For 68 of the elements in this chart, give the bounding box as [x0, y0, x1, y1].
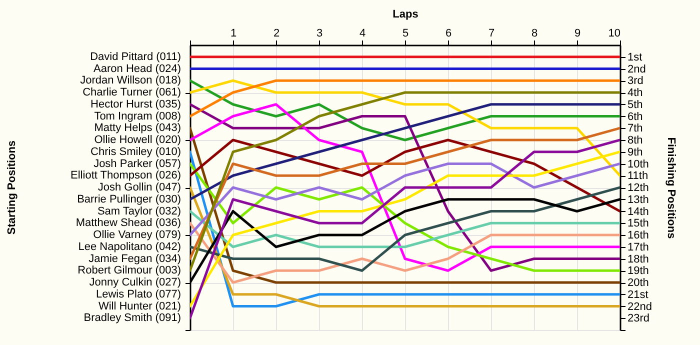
text: Lee Napolitano (042): [78, 240, 181, 253]
line-series: [190, 186, 620, 272]
text: Will Hunter (021): [98, 300, 181, 312]
y2-tick-label: 9th: [628, 146, 643, 158]
text: Jordan Willson (018): [80, 74, 181, 87]
text: Ollie Howell (020): [94, 134, 181, 146]
x-tick-label: 2: [273, 28, 280, 40]
y2-tick-label: 16th: [628, 230, 649, 242]
line-series: [190, 210, 620, 248]
y2-tick-label: 14th: [628, 206, 649, 218]
text: Jonny Culkin (027): [89, 276, 181, 288]
y2-tick-label: 4th: [628, 87, 643, 99]
y2-tick-label: 6th: [628, 110, 643, 123]
x-tick-label: 8: [531, 28, 538, 40]
text: Robert Gilmour (003): [78, 264, 181, 277]
y2-tick-label: 13th: [628, 194, 649, 206]
text: Josh Gollin (047): [98, 182, 181, 194]
x-tick-label: 5: [402, 28, 409, 40]
text: Josh Parker (057): [94, 158, 181, 170]
line-series: [190, 79, 620, 142]
y2-tick-label: 5th: [628, 98, 643, 111]
y2-axis-title: Finishing Positions: [664, 137, 677, 239]
y2-tick-label: 11th: [628, 170, 648, 182]
y2-tick-label: 19th: [628, 265, 649, 278]
text: Charlie Turner (061): [82, 86, 181, 98]
y2-tick-label: 22nd: [628, 300, 652, 313]
y2-tick-label: 10th: [628, 158, 649, 170]
y2-tick-label: 23rd: [628, 312, 650, 325]
x-tick-label: 9: [574, 28, 581, 40]
text: Barrie Pullinger (030): [77, 193, 181, 206]
line-series: [190, 138, 620, 212]
y2-tick-label: 7th: [628, 122, 643, 135]
x-tick-label: 4: [359, 28, 366, 40]
x-axis-title: Laps: [392, 8, 418, 20]
text: Ollie Varney (079): [93, 229, 181, 241]
text: Hector Hurst (035): [90, 98, 181, 110]
x-tick-label: 10: [608, 28, 620, 40]
text: Sam Taylor (032): [97, 205, 181, 218]
y2-tick-label: 2nd: [628, 63, 646, 76]
y2-tick-label: 17th: [628, 241, 649, 254]
text: Lewis Plato (077): [96, 288, 181, 300]
line-series: [190, 79, 620, 177]
y2-tick-label: 8th: [628, 134, 643, 146]
text: Chris Smiley (010): [90, 146, 181, 158]
y2-tick-label: 3rd: [628, 75, 644, 88]
text: Starting Positions: [6, 140, 18, 235]
line-series: [190, 103, 620, 201]
text: Matthew Shead (036): [76, 217, 181, 230]
y2-tick-label: 18th: [628, 253, 649, 266]
line-series: [190, 126, 620, 260]
x-tick-label: 1: [230, 28, 237, 40]
text: Jamie Fegan (034): [88, 252, 181, 265]
text: Matty Helps (043): [94, 122, 181, 134]
y2-tick-label: 1st: [628, 51, 642, 64]
text: Aaron Head (024): [94, 62, 181, 75]
x-tick-label: 3: [316, 28, 323, 40]
text: Tom Ingram (008): [94, 110, 181, 122]
x-tick-label: 6: [445, 28, 452, 40]
line-series: [190, 222, 620, 284]
text: Elliott Thompson (026): [70, 170, 181, 182]
text: Bradley Smith (091): [84, 312, 181, 324]
y2-tick-label: 21st: [628, 288, 648, 301]
line-series: [190, 162, 620, 236]
y2-tick-label: 15th: [628, 218, 649, 230]
y2-tick-label: 20th: [628, 277, 649, 289]
text: David Pittard (011): [90, 50, 181, 63]
x-tick-label: 7: [488, 28, 495, 40]
y2-tick-label: 12th: [628, 182, 649, 194]
